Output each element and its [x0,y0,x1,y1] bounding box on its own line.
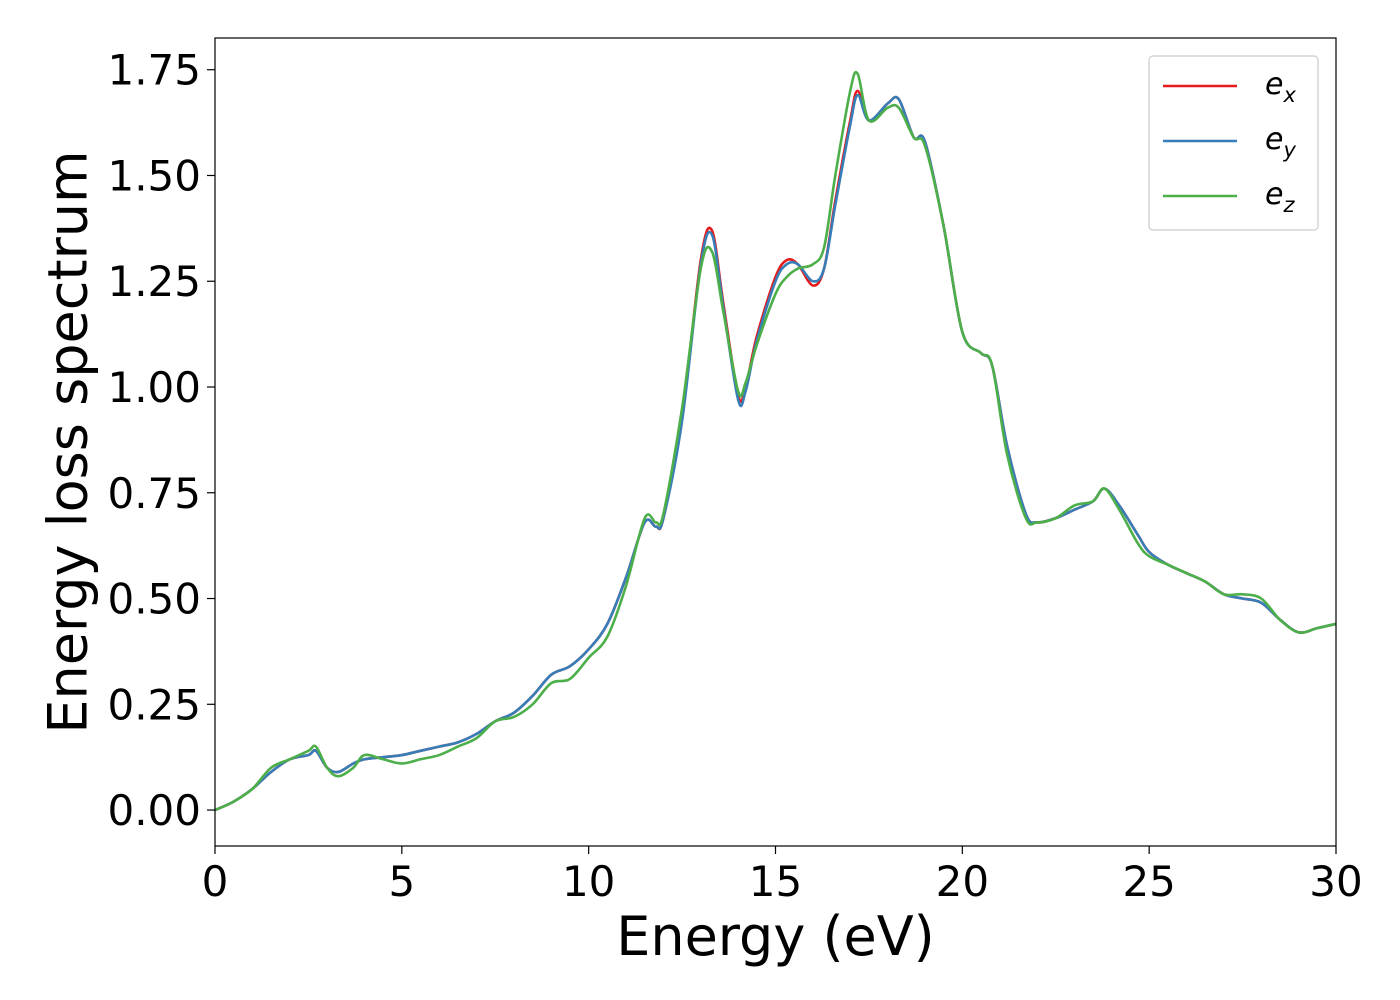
legend-label-main: e [1265,122,1283,157]
x-tick-label: 15 [749,857,802,906]
x-tick-label: 0 [202,857,229,906]
legend-label-subscript: y [1282,138,1296,162]
x-tick-label: 5 [388,857,415,906]
y-tick-label: 0.25 [107,680,201,729]
legend-box [1148,55,1319,231]
legend-label-z: ez [1265,177,1295,217]
series-line-y [215,93,1336,812]
legend-label-subscript: x [1282,83,1296,107]
x-axis-title: Energy (eV) [616,905,935,968]
legend-label-main: e [1265,67,1283,102]
x-tick-label: 25 [1122,857,1175,906]
legend-label-main: e [1265,177,1283,212]
y-tick-label: 0.00 [107,786,201,835]
y-tick-label: 1.75 [107,46,201,95]
y-tick-label: 1.25 [107,257,201,306]
y-tick-label: 0.50 [107,575,201,624]
series-layer [215,70,1336,812]
series-line-z [215,70,1336,812]
legend-label-y: ey [1265,122,1296,162]
x-tick-label: 20 [936,857,989,906]
y-tick-label: 1.50 [107,151,201,200]
plot-area [214,37,1337,847]
legend-label-subscript: z [1282,193,1295,217]
y-tick-label: 1.00 [107,363,201,412]
x-tick-label: 30 [1309,857,1362,906]
x-axis-ticks: 0 5 10 15 20 25 30 [202,846,1363,906]
y-tick-label: 0.75 [107,469,201,518]
legend-label-x: ex [1265,67,1296,107]
x-tick-label: 10 [562,857,615,906]
y-axis-title: Energy loss spectrum [37,150,100,733]
y-axis-ticks: 0.00 0.25 0.50 0.75 1.00 1.25 1.50 1.75 [107,46,215,835]
